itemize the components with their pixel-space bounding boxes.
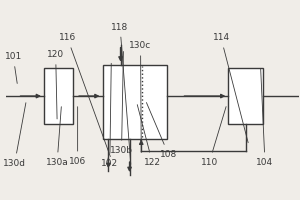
FancyBboxPatch shape	[103, 64, 167, 139]
Text: 130a: 130a	[46, 107, 68, 167]
Text: 102: 102	[101, 63, 118, 168]
Text: 108: 108	[146, 103, 177, 159]
Text: 118: 118	[111, 23, 131, 164]
Text: 104: 104	[256, 69, 274, 167]
Text: 122: 122	[137, 105, 161, 167]
Text: 114: 114	[212, 33, 248, 143]
Text: 130d: 130d	[3, 103, 26, 168]
Text: 120: 120	[47, 50, 64, 119]
Text: 106: 106	[69, 107, 86, 166]
FancyBboxPatch shape	[44, 68, 73, 124]
Text: 110: 110	[201, 107, 226, 167]
Text: 130c: 130c	[129, 41, 152, 152]
FancyBboxPatch shape	[228, 68, 263, 124]
Text: 130b: 130b	[110, 52, 133, 155]
Text: 101: 101	[4, 52, 22, 83]
Text: 116: 116	[59, 33, 110, 157]
